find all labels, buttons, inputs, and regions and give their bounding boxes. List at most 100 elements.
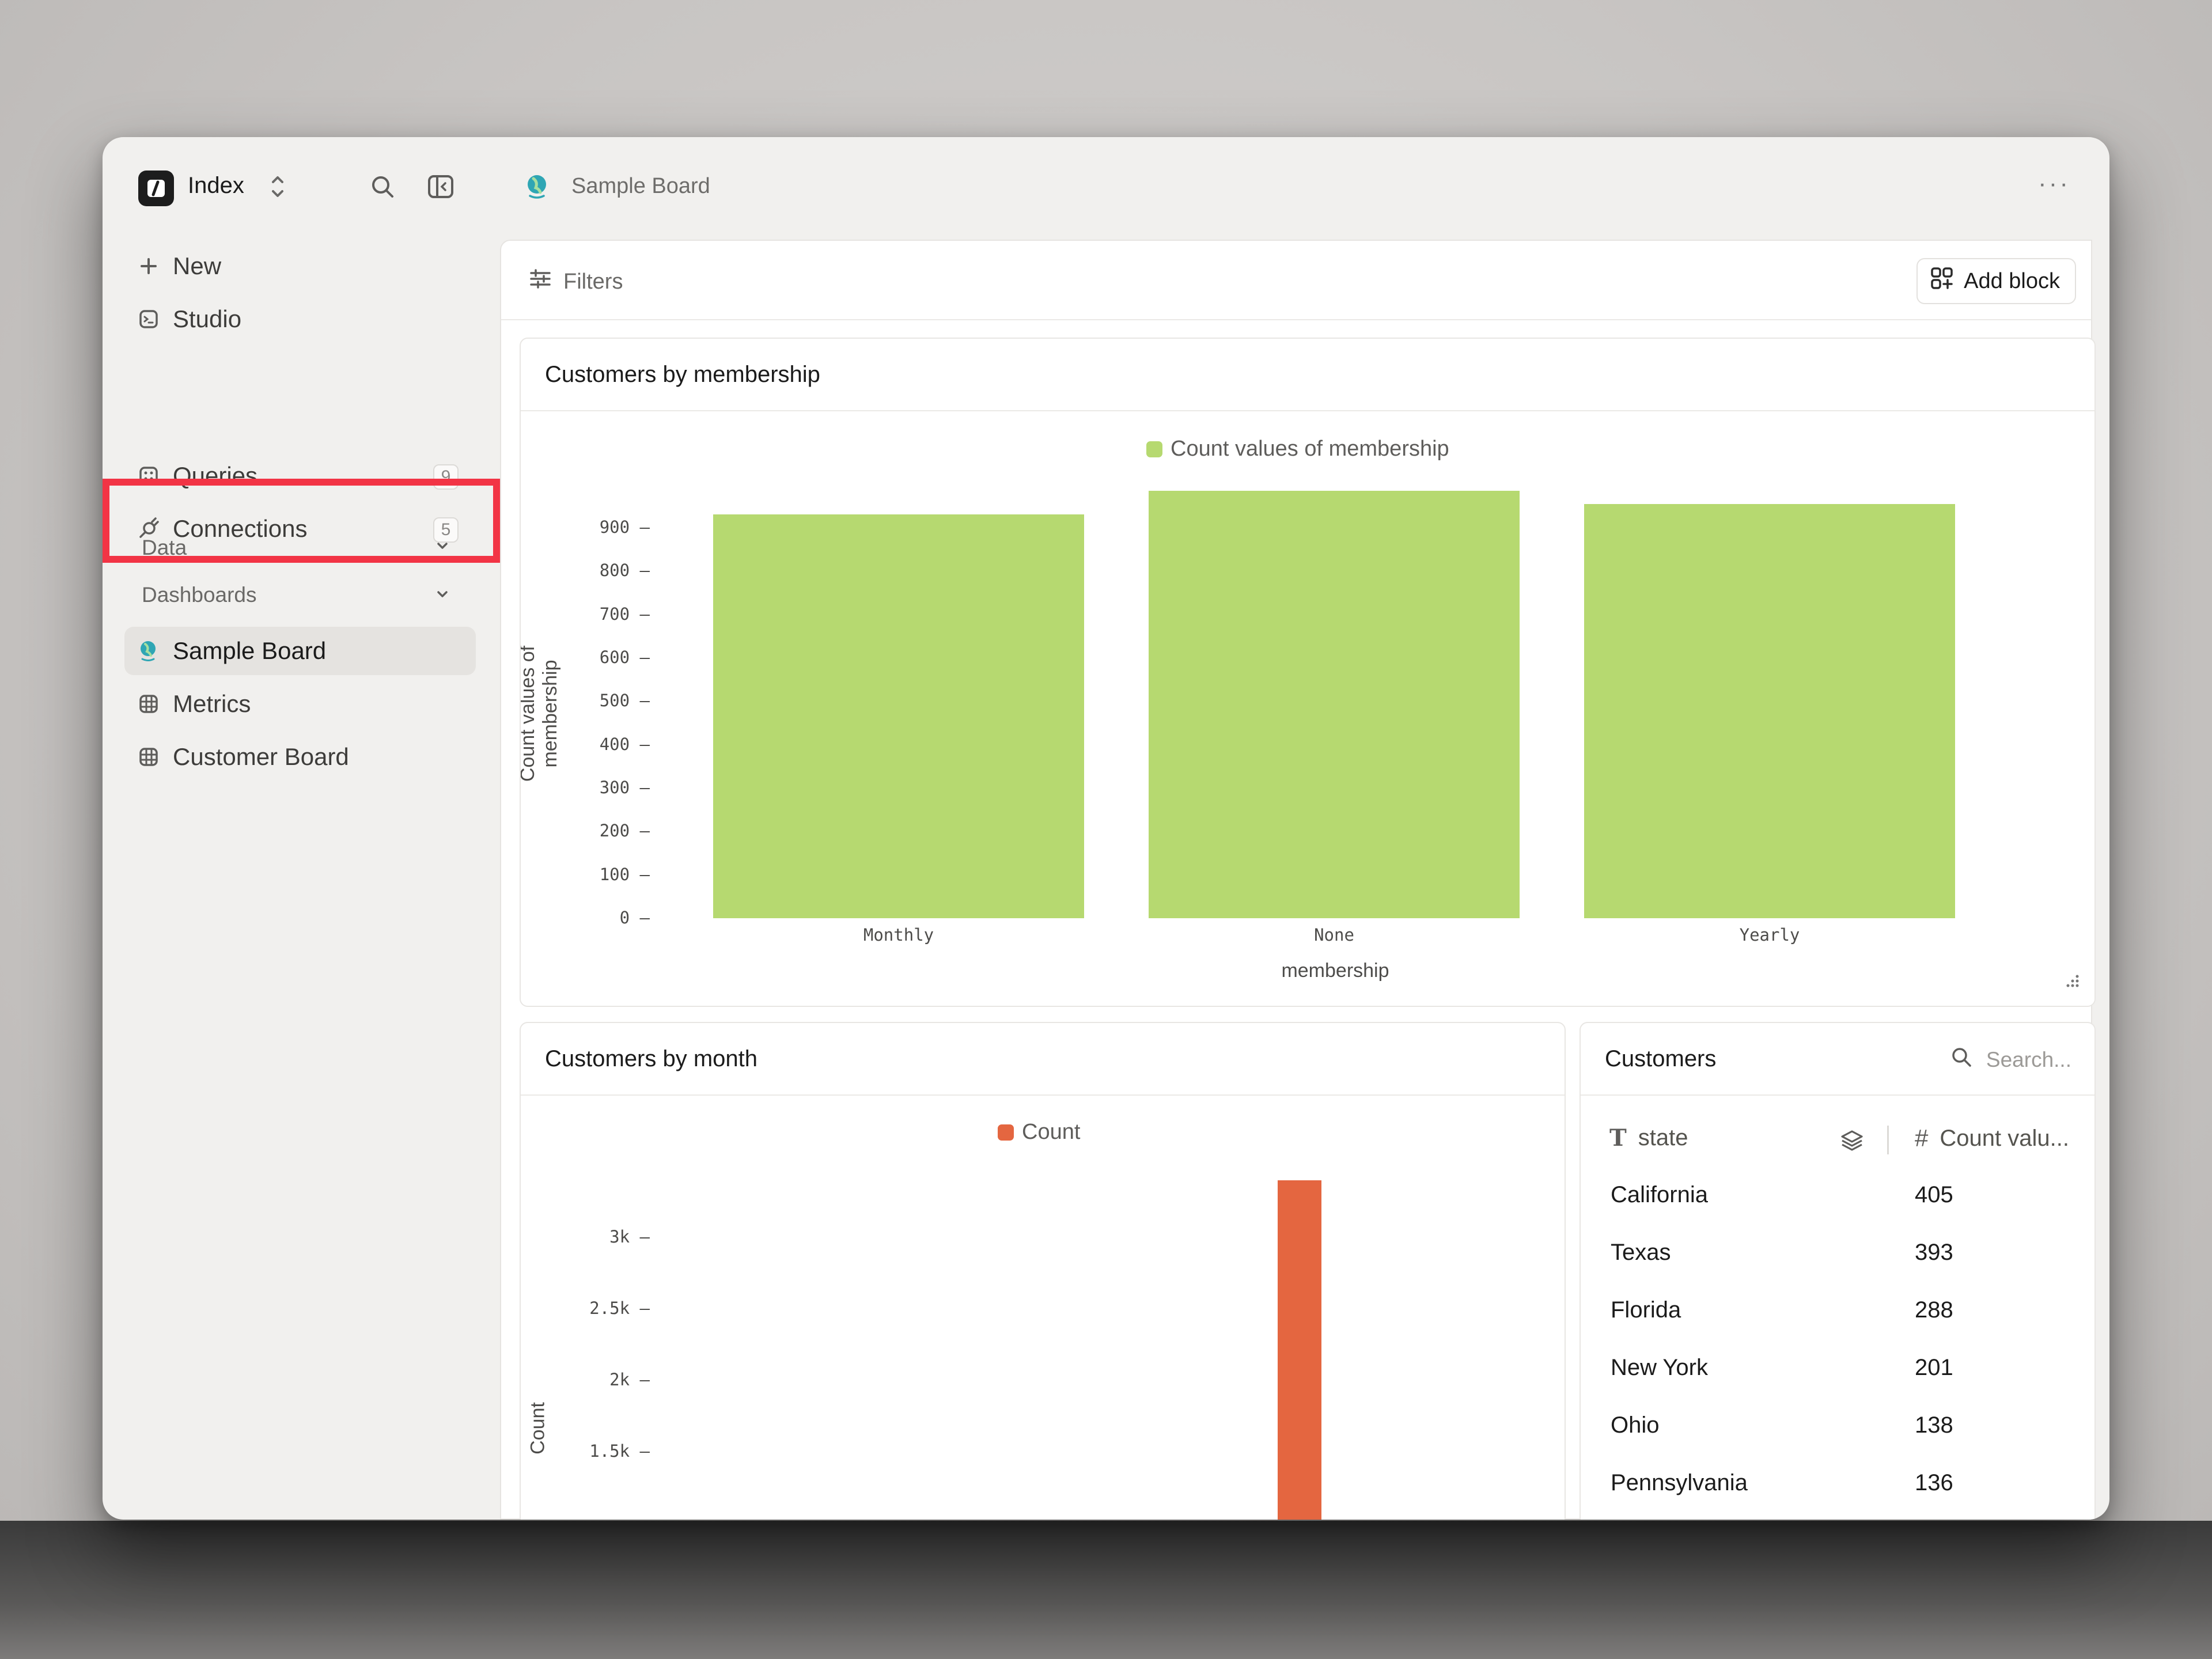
breadcrumb-board-title[interactable]: Sample Board xyxy=(571,174,710,198)
y-tick-label: 1.5k – xyxy=(589,1441,650,1461)
x-tick-label: None xyxy=(1314,925,1354,945)
cell-count: 288 xyxy=(1915,1297,1953,1323)
x-tick-label: Yearly xyxy=(1739,925,1800,945)
cell-state: Texas xyxy=(1611,1240,1671,1265)
x-axis-title: membership xyxy=(1281,960,1389,982)
sidebar-item-metrics[interactable]: Metrics xyxy=(124,680,476,728)
cell-count: 405 xyxy=(1915,1182,1953,1207)
text-type-icon: T xyxy=(1609,1124,1627,1152)
cell-state: Ohio xyxy=(1611,1412,1660,1438)
filters-label: Filters xyxy=(563,269,623,294)
chevron-down-icon[interactable] xyxy=(432,536,453,559)
y-tick-label: 0 – xyxy=(619,908,650,927)
column-divider[interactable] xyxy=(1887,1126,1889,1154)
chart-legend: Count values of membership xyxy=(1146,437,1449,461)
cell-state: New York xyxy=(1611,1355,1708,1380)
chevron-updown-icon[interactable] xyxy=(267,172,288,204)
sidebar-item-label: Connections xyxy=(173,515,308,542)
x-tick-label: Monthly xyxy=(863,925,934,945)
connections-highlight-box xyxy=(103,479,500,563)
y-tick-label: 100 – xyxy=(599,864,650,884)
y-tick-label: 600 – xyxy=(599,647,650,668)
cell-count: 138 xyxy=(1915,1412,1953,1438)
app-logo-icon[interactable] xyxy=(138,171,174,206)
y-tick-label: 3k – xyxy=(609,1227,650,1247)
sidebar: New Studio Data xyxy=(103,236,499,1520)
sidebar-item-studio[interactable]: Studio xyxy=(124,295,476,343)
sidebar-item-label: Studio xyxy=(173,305,242,332)
y-tick-label: 2.5k – xyxy=(589,1298,650,1318)
top-bar: Index Sample Board ··· xyxy=(103,137,2109,236)
sliders-icon xyxy=(528,266,553,297)
board-globe-icon xyxy=(124,638,173,664)
terminal-icon xyxy=(124,308,173,331)
membership-chart-card: Customers by membership Count values of … xyxy=(520,338,2096,1007)
bar-none[interactable] xyxy=(1149,491,1520,918)
column-header-state[interactable]: T state xyxy=(1609,1124,1688,1152)
legend-swatch xyxy=(1146,441,1162,457)
y-tick-label: 300 – xyxy=(599,778,650,797)
sidebar-item-label: Metrics xyxy=(173,690,251,717)
card-title: Customers by membership xyxy=(545,362,820,387)
y-tick-label: 2k – xyxy=(609,1370,650,1389)
add-block-icon xyxy=(1929,266,1955,297)
chevron-down-icon[interactable] xyxy=(432,584,453,608)
sidebar-toggle-icon[interactable] xyxy=(426,173,455,203)
legend-label: Count xyxy=(1022,1120,1081,1144)
cell-count: 393 xyxy=(1915,1240,1953,1265)
y-tick-label: 200 – xyxy=(599,821,650,841)
group-layers-icon[interactable] xyxy=(1839,1128,1865,1156)
card-title: Customers xyxy=(1605,1046,1717,1071)
card-title: Customers by month xyxy=(545,1046,758,1071)
filters-button[interactable]: Filters xyxy=(528,266,623,297)
y-tick-label: 900 – xyxy=(599,517,650,537)
table-search[interactable]: Search... xyxy=(1949,1045,2071,1074)
y-tick-label: 800 – xyxy=(599,560,650,581)
legend-swatch xyxy=(998,1124,1014,1141)
sidebar-item-new[interactable]: New xyxy=(124,242,476,290)
number-type-icon: # xyxy=(1915,1124,1929,1152)
y-axis-title: Count values of membership xyxy=(520,645,561,782)
add-block-label: Add block xyxy=(1964,268,2060,293)
bar-monthly[interactable] xyxy=(713,514,1084,918)
board-globe-icon xyxy=(523,172,552,206)
cell-count: 136 xyxy=(1915,1470,1953,1495)
cell-state: California xyxy=(1611,1182,1708,1207)
search-icon xyxy=(1949,1045,1974,1074)
search-input[interactable]: Search... xyxy=(1986,1047,2071,1071)
y-tick-label: 400 – xyxy=(599,734,650,754)
plug-icon xyxy=(124,517,173,541)
filter-bar: Filters Add block xyxy=(501,241,2091,320)
bar-month[interactable] xyxy=(1278,1180,1321,1520)
table-grid-icon xyxy=(124,692,173,715)
sidebar-item-label: Sample Board xyxy=(173,637,327,664)
app-name[interactable]: Index xyxy=(188,173,244,198)
sidebar-item-label: Customer Board xyxy=(173,743,349,770)
customers-table-card: Customers Search... T state # Count valu… xyxy=(1580,1022,2096,1520)
section-heading-dashboards[interactable]: Dashboards xyxy=(142,583,257,607)
add-block-button[interactable]: Add block xyxy=(1916,258,2076,304)
y-axis-title: Count xyxy=(527,1402,549,1455)
desk-surface xyxy=(0,1521,2212,1659)
search-icon[interactable] xyxy=(369,173,396,203)
app-window: Index Sample Board ··· New Studio xyxy=(103,137,2109,1520)
cell-state: Florida xyxy=(1611,1297,1681,1323)
legend-label: Count values of membership xyxy=(1171,437,1449,461)
chart-legend: Count xyxy=(998,1120,1080,1145)
cell-state: Pennsylvania xyxy=(1611,1470,1748,1495)
count-badge: 5 xyxy=(433,517,459,543)
section-heading-data[interactable]: Data xyxy=(142,536,187,559)
more-options-button[interactable]: ··· xyxy=(2038,169,2070,198)
sidebar-item-sample-board[interactable]: Sample Board xyxy=(124,627,476,675)
bar-yearly[interactable] xyxy=(1584,503,1955,918)
column-header-count[interactable]: # Count valu... xyxy=(1915,1124,2069,1152)
resize-handle-icon[interactable] xyxy=(2063,972,2081,992)
plus-icon xyxy=(124,255,173,278)
sidebar-item-customer-board[interactable]: Customer Board xyxy=(124,733,476,781)
y-tick-label: 700 – xyxy=(599,604,650,624)
table-grid-icon xyxy=(124,745,173,768)
month-chart-card: Customers by month Count Count 1.5k – 2k … xyxy=(520,1022,1566,1520)
y-tick-label: 500 – xyxy=(599,691,650,711)
sidebar-item-connections[interactable]: Connections 5 xyxy=(124,505,476,553)
dashboard-canvas: Filters Add block Customers by membershi… xyxy=(500,240,2096,1520)
